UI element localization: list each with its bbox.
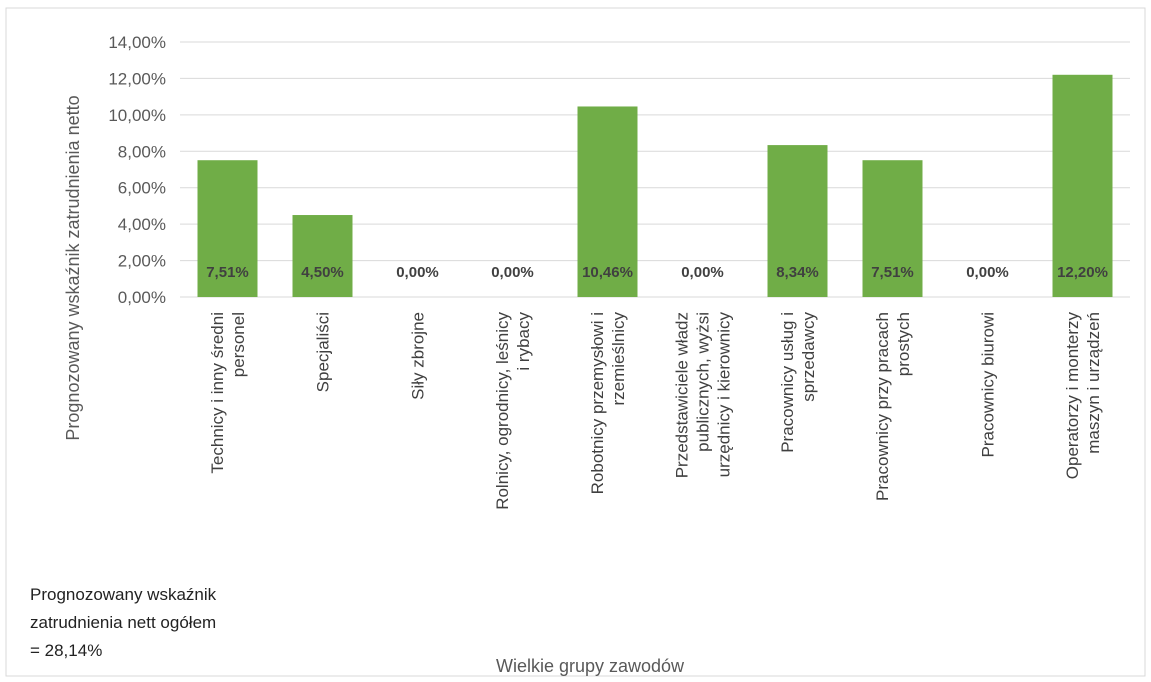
category-label: Pracownicy przy pracach: [873, 312, 892, 501]
data-label: 7,51%: [871, 264, 914, 281]
data-label: 0,00%: [491, 264, 534, 281]
y-axis-ticks: 0,00% 2,00% 4,00% 6,00% 8,00% 10,00% 12,00% 14,…: [108, 33, 166, 307]
category-label: Pracownicy biurowi: [979, 312, 998, 458]
note-line-3: = 28,14%: [30, 641, 103, 660]
bar: [1052, 74, 1113, 298]
bar: [292, 215, 353, 297]
category-label: urzędnicy i kierownicy: [715, 312, 734, 478]
data-label: 0,00%: [966, 264, 1009, 281]
category-label: rzemieślnicy: [609, 312, 628, 406]
category-label: Robotnicy przemysłowi i: [588, 312, 607, 494]
data-label: 4,50%: [301, 264, 344, 281]
chart-frame: [5, 7, 1146, 677]
category-label: maszyn i urządzeń: [1084, 312, 1103, 454]
category-label: Pracownicy usług i: [778, 312, 797, 453]
data-label: 10,46%: [582, 264, 633, 281]
y-tick-label: 4,00%: [118, 215, 166, 234]
overall-indicator-note: Prognozowany wskaźnik zatrudnienia nett …: [30, 581, 300, 665]
category-label: Specjaliści: [314, 312, 333, 392]
note-line-2: zatrudnienia nett ogółem: [30, 613, 217, 632]
y-tick-label: 6,00%: [118, 179, 166, 198]
y-tick-label: 14,00%: [108, 33, 166, 52]
bar: [577, 106, 638, 297]
category-label: publicznych, wyżsi: [694, 312, 713, 452]
category-label: prostych: [894, 312, 913, 376]
bar: [862, 160, 923, 297]
category-label: personel: [229, 312, 248, 377]
y-axis-title: Prognozowany wskaźnik zatrudnienia netto: [63, 95, 83, 440]
y-tick-label: 8,00%: [118, 142, 166, 161]
data-label: 0,00%: [681, 264, 724, 281]
category-label: Technicy i inny średni: [208, 312, 227, 474]
bar: [767, 145, 828, 297]
note-line-1: Prognozowany wskaźnik: [30, 585, 217, 604]
data-label: 12,20%: [1057, 264, 1108, 281]
category-label: Siły zbrojne: [409, 312, 428, 400]
data-label: 0,00%: [396, 264, 439, 281]
data-label: 8,34%: [776, 264, 819, 281]
y-tick-label: 2,00%: [118, 252, 166, 271]
x-axis-title: Wielkie grupy zawodów: [496, 656, 685, 676]
bars: [197, 74, 1113, 298]
bar: [197, 160, 258, 297]
category-label: Operatorzy i monterzy: [1063, 312, 1082, 480]
y-tick-label: 0,00%: [118, 288, 166, 307]
category-labels: Technicy i inny średni personel Specjaliśc…: [208, 312, 1103, 510]
data-label: 7,51%: [206, 264, 249, 281]
data-labels: 7,51% 4,50% 0,00% 0,00% 10,46% 0,00% 8,34% 7,51…: [206, 264, 1108, 281]
y-tick-label: 12,00%: [108, 69, 166, 88]
category-label: i rybacy: [514, 312, 533, 371]
y-tick-label: 10,00%: [108, 106, 166, 125]
category-label: Przedstawiciele władz: [673, 312, 692, 478]
category-label: Rolnicy, ogrodnicy, leśnicy: [493, 312, 512, 510]
category-label: sprzedawcy: [799, 312, 818, 402]
